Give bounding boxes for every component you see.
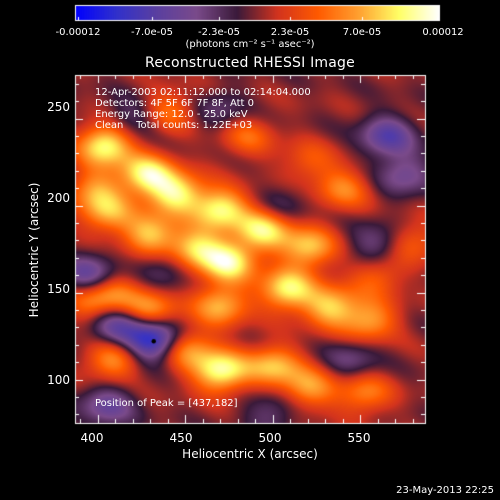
x-tick-550: 550 [347,431,371,445]
y-tick-100: 100 [47,373,70,387]
annotation-clean-counts: Clean Total counts: 1.22E+03 [95,120,253,131]
x-tick-400: 400 [80,431,104,445]
colorbar-tick-0: -0.00012 [55,27,101,38]
y-tick-200: 200 [47,191,70,205]
colorbar-tick-3: 2.3e-05 [270,27,310,38]
footer-date: 23-May-2013 22:25 [396,485,494,496]
y-tick-250: 250 [47,100,70,114]
annotation-time-range: 12-Apr-2003 02:11:12.000 to 02:14:04.000 [95,87,311,98]
y-axis-label: Heliocentric Y (arcsec) [27,182,41,318]
annotation-peak-position: Position of Peak = [437,182] [95,398,238,409]
x-tick-450: 450 [169,431,193,445]
x-tick-500: 500 [258,431,282,445]
annotation-detectors: Detectors: 4F 5F 6F 7F 8F, Att 0 [95,98,255,109]
colorbar-tick-1: -7.0e-05 [131,27,173,38]
colorbar-unit-label: (photons cm⁻² s⁻¹ asec⁻²) [185,39,315,50]
colorbar-tick-4: 7.0e-05 [342,27,382,38]
colorbar-tick-2: -2.3e-05 [198,27,240,38]
annotation-energy-range: Energy Range: 12.0 - 25.0 keV [95,109,248,120]
x-axis-label: Heliocentric X (arcsec) [182,447,318,461]
plot-title: Reconstructed RHESSI Image [145,55,355,71]
colorbar-tick-5: 0.00012 [422,27,464,38]
y-tick-150: 150 [47,282,70,296]
